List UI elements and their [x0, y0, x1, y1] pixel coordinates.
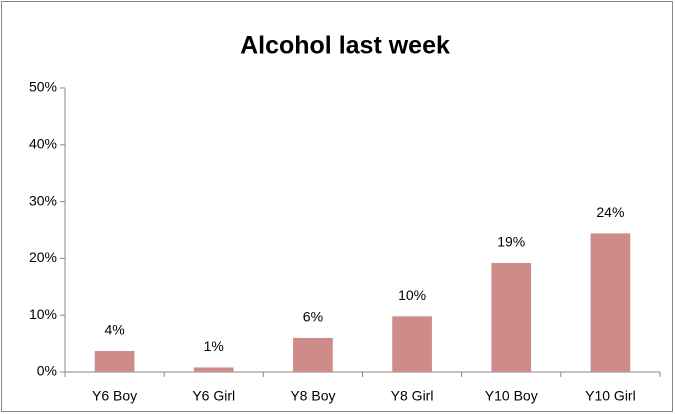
y-tick-label: 30%: [29, 192, 57, 208]
data-label: 19%: [497, 234, 525, 250]
data-label: 10%: [398, 287, 426, 303]
bar: [392, 316, 432, 372]
y-tick-label: 50%: [29, 79, 57, 95]
data-label: 4%: [104, 322, 124, 338]
y-tick-label: 10%: [29, 306, 57, 322]
data-label: 1%: [204, 338, 224, 354]
x-tick-label: Y10 Boy: [485, 388, 538, 404]
y-tick-label: 20%: [29, 249, 57, 265]
bar: [94, 350, 135, 372]
bar: [491, 262, 532, 372]
x-tick-label: Y8 Girl: [391, 388, 434, 404]
bar: [590, 233, 631, 372]
x-tick-label: Y10 Girl: [585, 388, 636, 404]
chart-title: Alcohol last week: [240, 32, 450, 60]
data-label: 6%: [303, 309, 323, 325]
x-tick-label: Y8 Boy: [290, 388, 335, 404]
bar: [293, 337, 333, 372]
x-tick-label: Y6 Girl: [192, 388, 235, 404]
y-tick-label: 40%: [29, 136, 57, 152]
bar: [193, 367, 234, 372]
y-tick-label: 0%: [37, 363, 57, 379]
data-label: 24%: [596, 204, 624, 220]
x-tick-label: Y6 Boy: [92, 388, 137, 404]
